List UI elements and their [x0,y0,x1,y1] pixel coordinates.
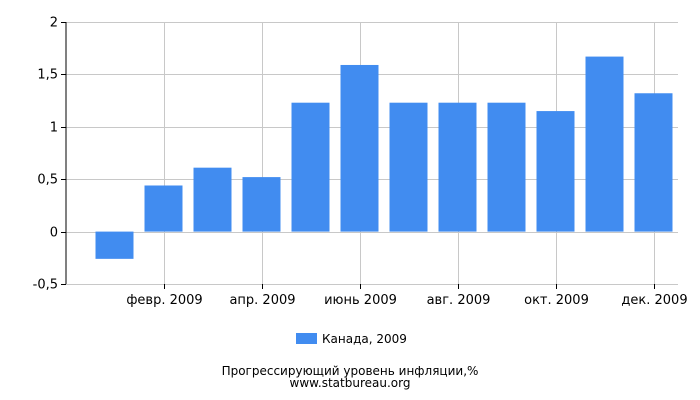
bar [585,56,624,232]
bar [340,64,379,232]
bar [389,102,428,232]
y-tick-label: 0,5 [37,173,58,188]
bars [95,56,673,259]
bar [242,177,281,232]
axes [61,22,655,289]
y-tick-label: 1 [50,121,58,136]
grid-lines [66,22,678,285]
footer-title: Прогрессирующий уровень инфляции,% [222,364,479,378]
bar [536,111,575,232]
bar [95,231,134,259]
legend: Канада, 2009 [296,332,407,346]
x-tick-label: окт. 2009 [524,293,589,308]
x-tick-labels: февр. 2009 апр. 2009 июнь 2009 авг. 2009 окт… [126,293,687,308]
y-tick-label: 2 [50,16,58,31]
bar [487,102,526,232]
footer-source: www.statbureau.org [290,376,411,390]
x-tick-label: дек. 2009 [621,293,687,308]
bar [438,102,477,232]
x-tick-label: авг. 2009 [427,293,491,308]
x-tick-label: февр. 2009 [126,293,202,308]
legend-swatch [296,333,317,344]
y-tick-label: 0 [50,226,58,241]
legend-label: Канада, 2009 [322,332,407,346]
bar [193,167,232,232]
bar [144,185,183,232]
bar [291,102,330,232]
y-tick-labels: 2 1,5 1 0,5 0 -0,5 [33,16,58,293]
y-tick-label: -0,5 [33,278,58,293]
x-tick-label: июнь 2009 [324,293,397,308]
y-tick-label: 1,5 [37,68,58,83]
bar [634,93,673,232]
x-tick-label: апр. 2009 [229,293,295,308]
